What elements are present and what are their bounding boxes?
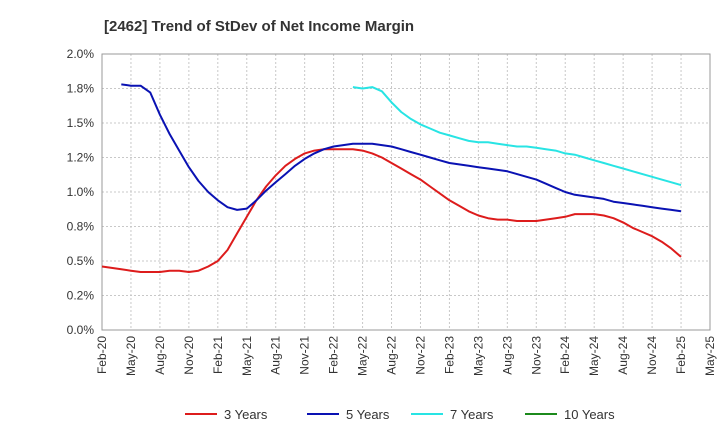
y-tick-label: 1.8%	[67, 82, 95, 96]
legend-label: 10 Years	[564, 407, 615, 422]
legend: 3 Years 5 Years 7 Years 10 Years	[185, 407, 615, 422]
x-tick-label: Feb-23	[442, 336, 456, 374]
x-tick-label: Nov-24	[645, 336, 659, 375]
x-tick-label: Aug-22	[385, 336, 399, 375]
x-tick-label: May-23	[471, 336, 485, 376]
x-tick-label: May-25	[703, 336, 717, 376]
legend-label: 7 Years	[450, 407, 494, 422]
y-tick-label: 0.2%	[67, 289, 95, 303]
x-tick-label: Nov-22	[413, 336, 427, 375]
legend-label: 3 Years	[224, 407, 268, 422]
series-line-3	[352, 86, 682, 187]
grid	[101, 53, 711, 331]
x-tick-label: May-20	[124, 336, 138, 376]
y-tick-label: 0.8%	[67, 220, 95, 234]
series-lines	[101, 83, 682, 273]
y-tick-label: 1.2%	[67, 151, 95, 165]
x-tick-label: Aug-21	[269, 336, 283, 375]
y-tick-label: 1.0%	[67, 185, 95, 199]
x-axis: Feb-20 May-20 Aug-20 Nov-20 Feb-21 May-21 Aug-…	[95, 336, 717, 376]
x-tick-label: Nov-20	[182, 336, 196, 375]
x-tick-label: Feb-24	[558, 336, 572, 374]
x-tick-label: May-24	[587, 336, 601, 376]
y-tick-label: 1.5%	[67, 116, 95, 130]
y-tick-label: 0.5%	[67, 254, 95, 268]
plot-area	[101, 53, 711, 331]
legend-label: 5 Years	[346, 407, 390, 422]
series-line-1	[101, 148, 682, 273]
x-tick-label: Feb-20	[95, 336, 109, 374]
x-tick-label: Feb-21	[211, 336, 225, 374]
x-tick-label: Nov-21	[298, 336, 312, 375]
y-axis: 0.0% 0.2% 0.5% 0.8% 1.0% 1.2% 1.5% 1.8% 2.0%	[67, 47, 95, 337]
x-tick-label: Feb-25	[674, 336, 688, 374]
series-line-2	[121, 83, 682, 213]
x-tick-label: May-22	[356, 336, 370, 376]
chart-title: [2462] Trend of StDev of Net Income Marg…	[104, 18, 414, 35]
x-tick-label: Aug-20	[153, 336, 167, 375]
x-tick-label: May-21	[240, 336, 254, 376]
x-tick-label: Nov-23	[529, 336, 543, 375]
x-tick-label: Aug-23	[500, 336, 514, 375]
y-tick-label: 2.0%	[67, 47, 95, 61]
x-tick-label: Feb-22	[327, 336, 341, 374]
y-tick-label: 0.0%	[67, 323, 95, 337]
x-tick-label: Aug-24	[616, 336, 630, 375]
